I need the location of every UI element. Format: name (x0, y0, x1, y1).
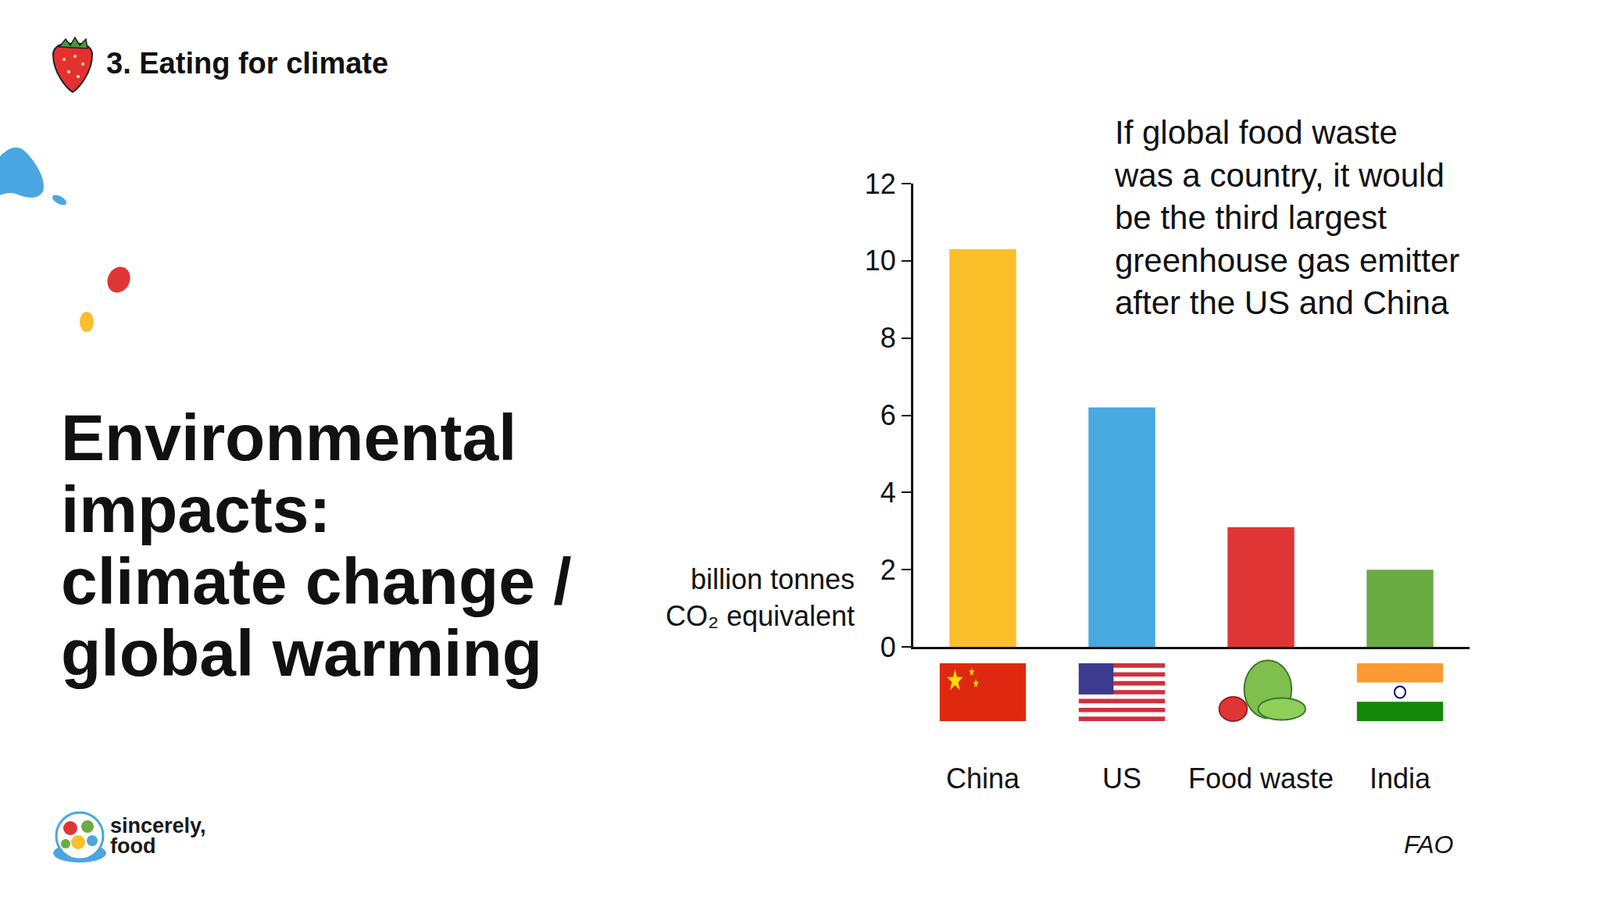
svg-text:China: China (946, 762, 1021, 795)
html-text:climate change /: climate change / (60, 544, 572, 618)
svg-text:FAO: FAO (1403, 830, 1454, 859)
svg-text:billion tonnesCO₂ equivalent: billion tonnesCO₂ equivalent (665, 563, 855, 633)
html-text:Environmental: Environmental (60, 400, 517, 475)
svg-text:0: 0 (880, 631, 897, 664)
svg-text:2: 2 (880, 553, 897, 586)
svg-text:8: 8 (880, 321, 897, 354)
html-text:impacts:: impacts: (60, 472, 331, 547)
svg-text:US: US (1102, 762, 1142, 795)
svg-text:If global food wastewas a coun: If global food wastewas a country, it wo… (1114, 114, 1460, 322)
svg-text:4: 4 (880, 476, 897, 509)
svg-text:India: India (1369, 762, 1432, 795)
svg-text:10: 10 (864, 244, 897, 277)
html-text:sincerely,: sincerely, (110, 814, 206, 838)
html-text:food: food (110, 834, 156, 858)
svg-text:Food waste: Food waste (1188, 762, 1334, 795)
svg-text:12: 12 (864, 167, 897, 200)
html-text:global warming: global warming (60, 616, 543, 690)
html-text:3. Eating for climate: 3. Eating for climate (106, 46, 389, 80)
svg-text:6: 6 (880, 399, 897, 432)
